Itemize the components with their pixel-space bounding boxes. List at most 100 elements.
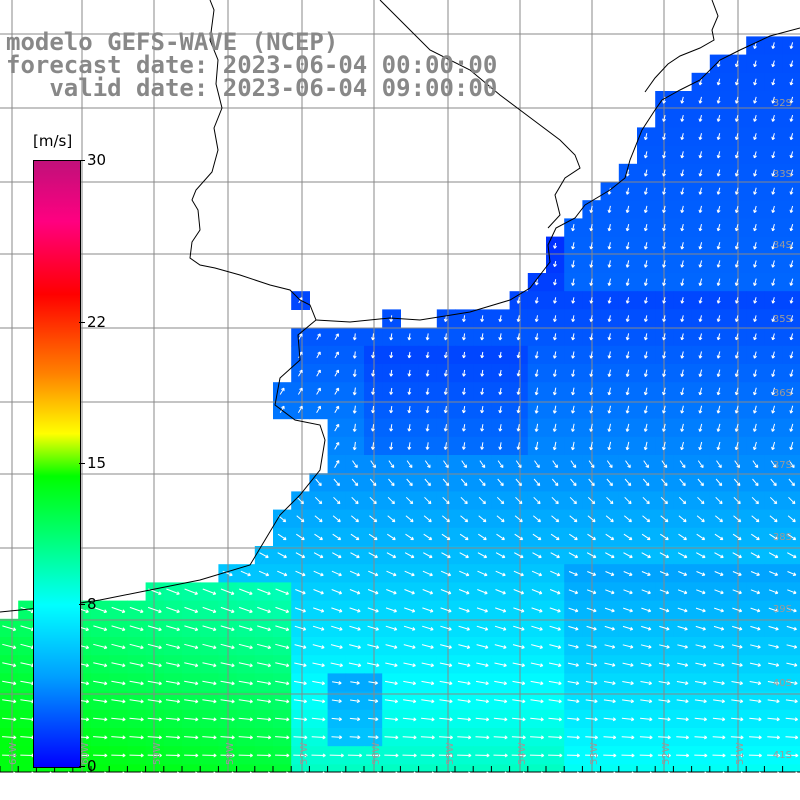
wind-arrow: [771, 405, 776, 414]
lat-label: 35S: [773, 314, 792, 325]
wind-arrow: [332, 515, 341, 523]
wind-arrow: [680, 387, 685, 396]
bottom-margin: [0, 772, 800, 800]
wind-arrow: [421, 680, 435, 686]
wind-arrow: [534, 279, 539, 286]
wind-arrow: [698, 315, 703, 322]
wind-arrow: [515, 460, 522, 469]
wind-arrow: [513, 570, 524, 577]
coastline: [0, 0, 326, 613]
wind-arrow: [732, 552, 742, 559]
wind-arrow: [351, 496, 359, 505]
wind-arrow: [334, 369, 339, 377]
wind-arrow: [462, 369, 466, 377]
wind-arrow: [641, 552, 651, 559]
wind-arrow: [589, 351, 594, 359]
wind-arrow: [129, 643, 144, 650]
wind-arrow: [405, 533, 414, 541]
wind-arrow: [694, 771, 708, 776]
wind-arrow: [643, 369, 648, 377]
wind-arrow: [551, 515, 560, 523]
wind-arrow: [751, 496, 759, 505]
wind-arrow: [734, 423, 739, 432]
wind-arrow: [184, 753, 199, 758]
wind-arrow: [493, 735, 508, 740]
wind-arrow: [220, 699, 235, 704]
wind-arrow: [516, 424, 521, 432]
wind-arrow: [516, 315, 521, 323]
wind-arrow: [443, 460, 449, 469]
wind-arrow: [789, 133, 794, 141]
wind-arrow: [476, 662, 489, 668]
wind-arrow: [604, 644, 616, 649]
wind-arrow: [568, 552, 579, 559]
wind-arrow: [662, 387, 666, 396]
wind-arrow: [220, 588, 235, 595]
wind-arrow: [716, 405, 721, 414]
wind-arrow: [658, 699, 671, 704]
wind-arrow: [165, 643, 181, 650]
wind-arrow: [605, 571, 615, 576]
wind-arrow: [569, 515, 578, 523]
wind-arrow: [350, 699, 361, 704]
wind-arrow: [534, 297, 539, 304]
wind-arrow: [351, 478, 359, 487]
wind-arrow: [658, 681, 671, 686]
wind-arrow: [495, 570, 506, 577]
wind-arrow: [352, 423, 357, 432]
wind-arrow: [275, 699, 290, 704]
wind-arrow: [493, 771, 508, 776]
colorbar-tick-mark: [79, 766, 85, 767]
wind-arrow: [403, 662, 416, 668]
wind-arrow: [240, 570, 251, 577]
wind-arrow: [147, 625, 162, 632]
wind-arrow: [698, 423, 703, 432]
wind-arrow: [458, 625, 470, 631]
wind-arrow: [220, 735, 235, 740]
wind-arrow: [184, 717, 199, 722]
wind-arrow: [731, 681, 744, 686]
wind-arrow: [753, 260, 757, 268]
wind-vector-arrows: [2, 42, 799, 776]
wind-arrow: [386, 589, 397, 595]
wind-arrow: [643, 278, 648, 286]
wind-arrow: [604, 662, 616, 667]
wind-arrow: [662, 351, 666, 359]
wind-arrow: [607, 387, 612, 396]
wind-arrow: [512, 699, 526, 704]
wind-arrow: [165, 699, 181, 704]
wind-arrow: [677, 662, 689, 667]
wind-arrow: [789, 260, 794, 268]
wind-arrow: [752, 478, 759, 487]
wind-arrow: [621, 771, 635, 776]
wind-arrow: [422, 625, 434, 631]
wind-arrow: [441, 552, 451, 559]
wind-arrow: [680, 315, 685, 322]
wind-arrow: [184, 588, 198, 595]
wind-arrow: [439, 662, 453, 668]
wind-arrow: [458, 644, 471, 649]
wind-arrow: [625, 242, 630, 250]
wind-arrow: [640, 662, 652, 667]
wind-arrow: [567, 735, 580, 740]
wind-arrow: [511, 753, 526, 758]
wind-arrow: [552, 351, 557, 359]
wind-arrow: [552, 423, 557, 432]
colorbar-unit: [m/s]: [33, 132, 73, 150]
wind-arrow: [659, 552, 670, 559]
wind-arrow: [586, 644, 597, 649]
wind-arrow: [749, 735, 762, 740]
wind-arrow: [349, 589, 361, 595]
wind-arrow: [643, 151, 648, 159]
wind-arrow: [316, 387, 321, 395]
wind-arrow: [407, 369, 412, 377]
wind-arrow: [498, 351, 503, 359]
wind-arrow: [165, 680, 181, 686]
wind-arrow: [296, 515, 305, 523]
wind-arrow: [753, 333, 757, 341]
wind-arrow: [438, 753, 454, 758]
wind-arrow: [442, 478, 450, 487]
wind-arrow: [621, 753, 635, 758]
wind-arrow: [202, 625, 217, 632]
title-forecast-date: forecast date: 2023-06-04 00:00:00: [6, 51, 498, 79]
